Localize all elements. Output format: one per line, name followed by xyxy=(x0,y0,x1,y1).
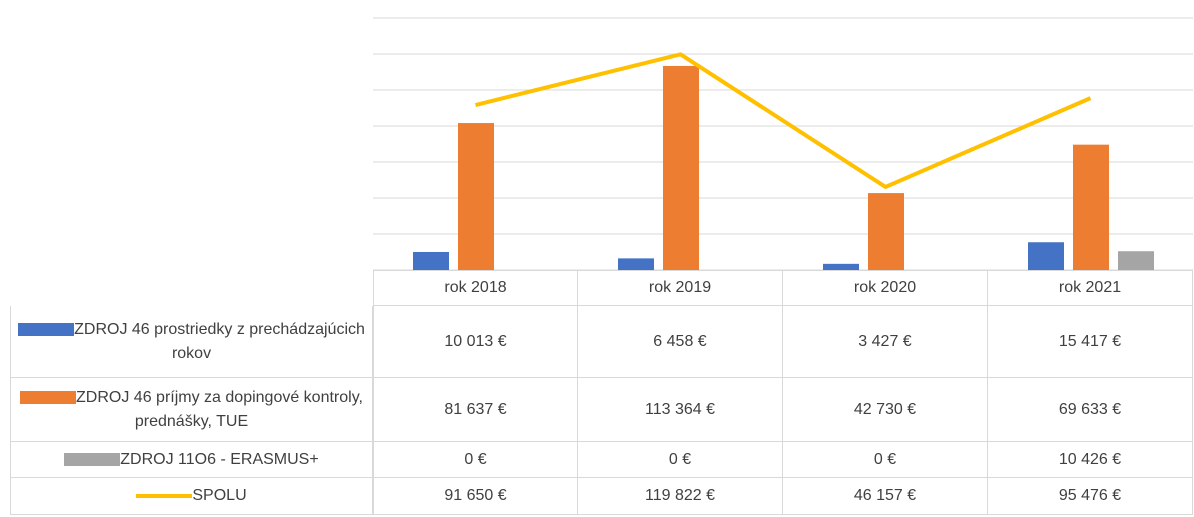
bar xyxy=(1073,144,1109,270)
row-header: ZDROJ 46 príjmy za dopingové kontroly, p… xyxy=(10,378,373,442)
value-cell: 10 426 € xyxy=(988,442,1193,478)
bar xyxy=(868,193,904,270)
column-header: rok 2021 xyxy=(988,270,1193,306)
column-header: rok 2018 xyxy=(373,270,578,306)
bar xyxy=(618,258,654,270)
column-header: rok 2019 xyxy=(578,270,783,306)
row-header: ZDROJ 46 prostriedky z prechádzajúcich r… xyxy=(10,306,373,378)
column-header: rok 2020 xyxy=(783,270,988,306)
value-cell: 95 476 € xyxy=(988,478,1193,515)
bar xyxy=(413,251,449,270)
value-cell: 42 730 € xyxy=(783,378,988,442)
bar xyxy=(663,65,699,271)
value-cell: 113 364 € xyxy=(578,378,783,442)
value-cell: 46 157 € xyxy=(783,478,988,515)
legend-label: SPOLU xyxy=(192,487,247,504)
legend-label: ZDROJ 11O6 - ERASMUS+ xyxy=(120,450,319,468)
value-cell: 119 822 € xyxy=(578,478,783,515)
bar xyxy=(458,123,494,270)
bar xyxy=(1118,251,1154,270)
value-cell: 69 633 € xyxy=(988,378,1193,442)
value-cell: 3 427 € xyxy=(783,306,988,378)
value-cell: 10 013 € xyxy=(373,306,578,378)
legend-swatch xyxy=(18,322,75,336)
row-header-text: ZDROJ 11O6 - ERASMUS+ xyxy=(64,448,319,472)
value-cell: 81 637 € xyxy=(373,378,578,442)
legend-swatch xyxy=(136,493,193,498)
bar xyxy=(1028,242,1064,270)
value-cell: 0 € xyxy=(578,442,783,478)
row-header: ZDROJ 11O6 - ERASMUS+ xyxy=(10,442,373,478)
value-cell: 0 € xyxy=(373,442,578,478)
row-header-text: ZDROJ 46 prostriedky z prechádzajúcich r… xyxy=(17,318,366,366)
value-cell: 15 417 € xyxy=(988,306,1193,378)
row-header-text: SPOLU xyxy=(136,484,247,508)
value-cell: 91 650 € xyxy=(373,478,578,515)
row-header: SPOLU xyxy=(10,478,373,515)
bar xyxy=(823,263,859,270)
legend-label: ZDROJ 46 príjmy za dopingové kontroly, p… xyxy=(76,388,363,430)
legend-label: ZDROJ 46 prostriedky z prechádzajúcich r… xyxy=(74,320,365,362)
value-cell: 0 € xyxy=(783,442,988,478)
row-header-text: ZDROJ 46 príjmy za dopingové kontroly, p… xyxy=(17,386,366,434)
legend-swatch xyxy=(64,452,121,466)
line-series xyxy=(475,52,1092,189)
value-cell: 6 458 € xyxy=(578,306,783,378)
legend-swatch xyxy=(20,390,77,404)
